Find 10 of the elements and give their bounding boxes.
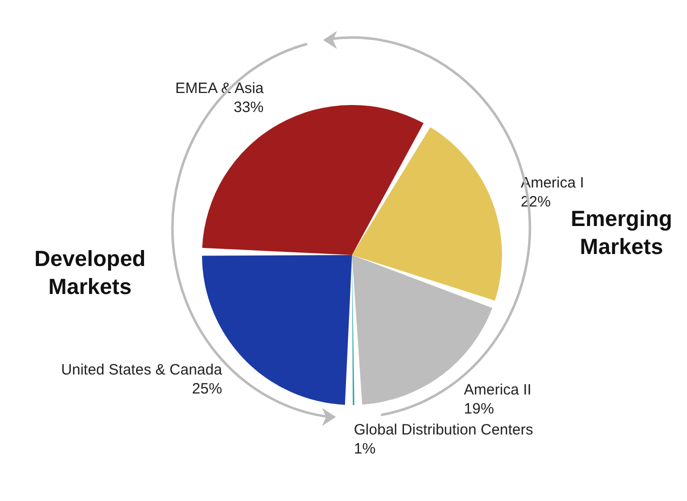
text: Emerging Markets: [570, 205, 674, 261]
data-label: 19%: [464, 400, 494, 418]
slice-label: Global Distribution Centers: [354, 422, 534, 439]
data-label: 1%: [354, 440, 376, 458]
slice-label: America I: [520, 174, 584, 192]
data-label: 25%: [192, 380, 222, 398]
data-label: 33%: [234, 99, 264, 116]
slice-label: America II: [464, 382, 532, 399]
text: Developed Markets: [33, 245, 147, 301]
slice-label: United States & Canada: [61, 362, 223, 379]
